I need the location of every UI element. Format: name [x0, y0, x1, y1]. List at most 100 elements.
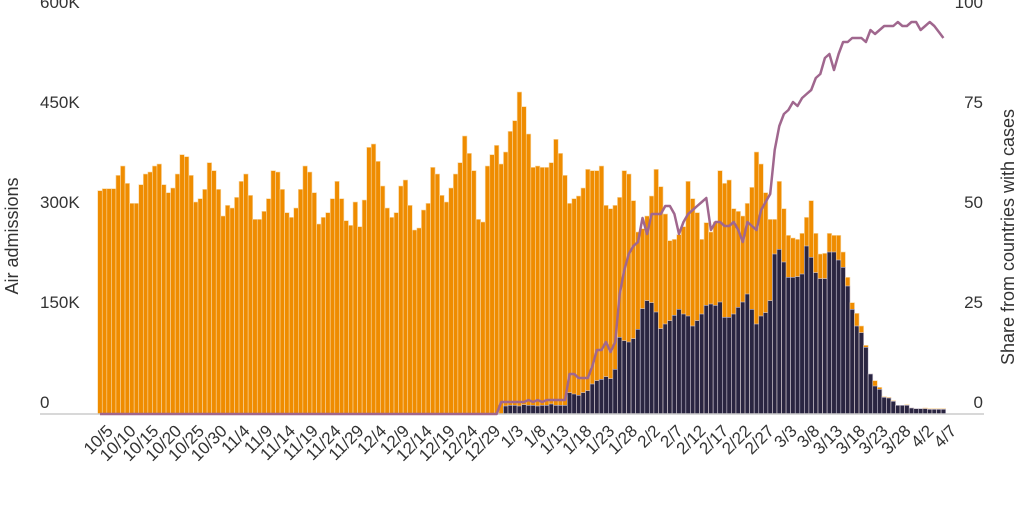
right-tick-label: 50: [964, 193, 983, 212]
bar-total: [453, 173, 459, 415]
bar-total: [516, 91, 523, 415]
bar-total: [266, 198, 272, 415]
bar-countries-with-cases: [557, 405, 564, 415]
bar-total: [147, 171, 153, 415]
bar-countries-with-cases: [608, 378, 614, 415]
bar-countries-with-cases: [863, 347, 869, 415]
bar-total: [170, 187, 176, 415]
bar-countries-with-cases: [758, 315, 764, 415]
bar-total: [238, 181, 244, 415]
bar-countries-with-cases: [726, 317, 732, 415]
right-tick-label: 0: [974, 393, 983, 412]
bar-countries-with-cases: [507, 405, 513, 415]
bar-total: [489, 154, 495, 415]
bar-total: [316, 223, 322, 415]
bar-total: [225, 205, 231, 415]
bar-countries-with-cases: [658, 328, 664, 415]
bar-total: [252, 219, 258, 415]
bar-total: [402, 179, 409, 415]
bar-countries-with-cases: [589, 383, 595, 415]
bar-total: [544, 167, 550, 415]
bar-total: [466, 153, 472, 415]
bar-countries-with-cases: [667, 320, 673, 415]
bar-countries-with-cases: [890, 401, 896, 415]
bar-total: [348, 225, 354, 415]
bar-countries-with-cases: [840, 267, 846, 415]
bar-countries-with-cases: [690, 325, 696, 415]
bar-total: [229, 207, 235, 415]
bar-countries-with-cases: [854, 325, 860, 415]
bar-countries-with-cases: [858, 332, 864, 415]
bar-total: [120, 165, 126, 415]
bar-total: [152, 165, 158, 415]
bar-total: [576, 195, 582, 415]
bar-countries-with-cases: [913, 408, 919, 415]
bar-total: [261, 211, 267, 415]
bar-total: [571, 198, 577, 415]
right-axis-ticks: 0 25 50 75 100: [955, 0, 983, 412]
bar-countries-with-cases: [630, 338, 636, 415]
bar-countries-with-cases: [598, 379, 605, 415]
bar-total: [188, 175, 194, 415]
bar-countries-with-cases: [703, 305, 709, 415]
bar-total: [298, 189, 304, 415]
bar-total: [512, 120, 518, 415]
bar-total: [115, 175, 121, 415]
bar-countries-with-cases: [585, 390, 591, 415]
bar-countries-with-cases: [594, 380, 600, 415]
bar-total: [507, 131, 513, 415]
bar-total: [97, 190, 103, 415]
bar-total: [124, 183, 130, 415]
bar-countries-with-cases: [744, 293, 750, 415]
bar-countries-with-cases: [722, 317, 728, 415]
bar-total: [234, 197, 240, 415]
bar-total: [129, 203, 135, 415]
right-tick-label: 75: [964, 93, 983, 112]
left-tick-label: 150K: [40, 293, 80, 312]
bar-total: [220, 215, 226, 415]
bar-countries-with-cases: [899, 405, 905, 415]
bar-total: [138, 184, 144, 415]
bar-countries-with-cases: [922, 408, 928, 415]
bar-total: [471, 170, 477, 415]
bars: [97, 91, 947, 415]
bar-total: [256, 219, 263, 415]
bar-countries-with-cases: [566, 392, 573, 415]
bar-total: [521, 106, 527, 415]
bar-countries-with-cases: [826, 251, 833, 415]
bar-total: [211, 170, 217, 415]
bar-total: [184, 156, 190, 415]
bar-countries-with-cases: [580, 392, 586, 415]
bar-countries-with-cases: [790, 277, 796, 415]
bar-total: [535, 165, 541, 415]
bar-total: [457, 162, 463, 415]
bar-countries-with-cases: [699, 313, 705, 415]
bar-total: [530, 167, 536, 415]
bar-countries-with-cases: [763, 312, 769, 415]
bar-countries-with-cases: [562, 405, 568, 415]
bar-total: [161, 184, 167, 415]
bar-countries-with-cases: [772, 253, 778, 415]
bar-countries-with-cases: [872, 385, 878, 415]
bar-total: [174, 173, 181, 415]
bar-countries-with-cases: [831, 251, 837, 415]
bar-total: [411, 229, 418, 415]
bar-countries-with-cases: [530, 405, 536, 415]
bar-total: [475, 219, 481, 415]
bar-total: [393, 212, 399, 415]
bar-countries-with-cases: [521, 404, 527, 415]
bar-countries-with-cases: [904, 405, 910, 415]
bar-total: [320, 217, 326, 415]
bar-total: [288, 217, 295, 415]
bar-countries-with-cases: [908, 407, 915, 415]
left-tick-label: 450K: [40, 93, 80, 112]
bar-countries-with-cases: [553, 405, 559, 415]
bar-total: [448, 187, 454, 415]
bar-countries-with-cases: [717, 301, 723, 415]
bar-countries-with-cases: [576, 395, 582, 415]
bar-countries-with-cases: [808, 257, 814, 415]
left-axis-ticks: 0 150K 300K 450K 600K: [40, 0, 80, 412]
bar-total: [553, 139, 559, 415]
bar-total: [179, 154, 185, 415]
bar-total: [215, 189, 222, 415]
